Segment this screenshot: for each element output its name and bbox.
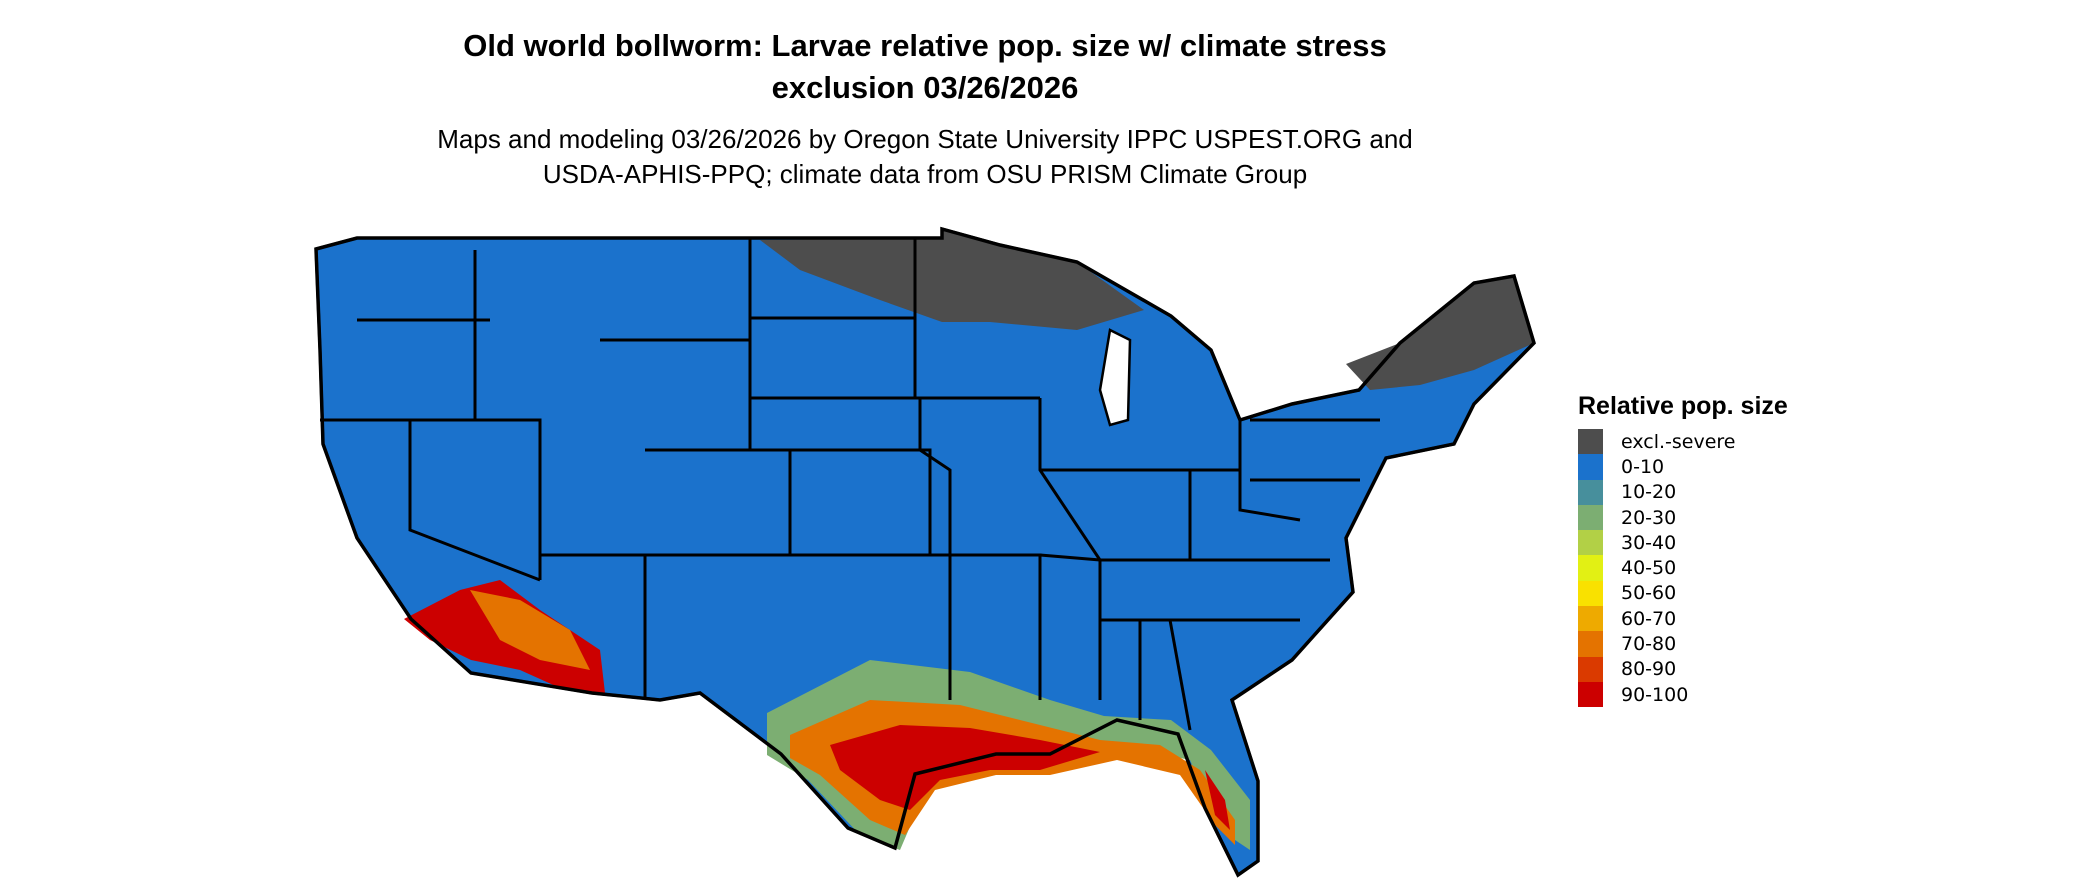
legend-label: 30-40 xyxy=(1621,531,1677,554)
legend-item: 80-90 xyxy=(1578,656,1788,682)
legend-item: 10-20 xyxy=(1578,479,1788,505)
us-outline-border xyxy=(314,226,1536,878)
suitability-gulf-red xyxy=(830,725,1230,830)
map-title-line2: exclusion 03/26/2026 xyxy=(771,70,1079,105)
lake-michigan xyxy=(1098,328,1132,427)
legend-item: 30-40 xyxy=(1578,530,1788,556)
map-title-line1: Old world bollworm: Larvae relative pop.… xyxy=(463,28,1387,63)
state-borders xyxy=(320,238,1380,731)
legend-swatch xyxy=(1578,530,1603,556)
legend-swatch xyxy=(1578,479,1603,505)
legend-swatch xyxy=(1578,504,1603,531)
legend-swatch xyxy=(1578,429,1603,455)
legend-swatch xyxy=(1578,656,1603,682)
legend-label: 50-60 xyxy=(1621,582,1677,605)
legend-item: 40-50 xyxy=(1578,555,1788,581)
legend-label: 0-10 xyxy=(1621,455,1665,478)
legend-swatch xyxy=(1578,606,1603,632)
map-subtitle-line1: Maps and modeling 03/26/2026 by Oregon S… xyxy=(437,124,1413,154)
legend-item: 90-100 xyxy=(1578,681,1788,708)
map-subtitle-line2: USDA-APHIS-PPQ; climate data from OSU PR… xyxy=(542,159,1308,189)
legend-label: 60-70 xyxy=(1621,607,1677,630)
legend-swatch xyxy=(1578,454,1603,480)
legend-item: excl.-severe xyxy=(1578,429,1788,455)
legend-label: 10-20 xyxy=(1621,481,1677,504)
legend-label: 70-80 xyxy=(1621,633,1677,656)
excluded-region-northeast xyxy=(1346,276,1534,390)
legend-label: 80-90 xyxy=(1621,658,1677,681)
legend-label: 40-50 xyxy=(1621,557,1677,580)
legend-item: 70-80 xyxy=(1578,631,1788,657)
legend-swatch xyxy=(1578,555,1603,581)
suitability-southwest-orange xyxy=(470,590,590,670)
legend-item: 50-60 xyxy=(1578,580,1788,607)
legend-swatch xyxy=(1578,580,1603,607)
excluded-region-upper-midwest xyxy=(760,229,1144,330)
legend-label: excl.-severe xyxy=(1621,430,1736,453)
legend-item: 20-30 xyxy=(1578,504,1788,531)
legend-item: 60-70 xyxy=(1578,606,1788,632)
legend-swatch xyxy=(1578,631,1603,657)
legend-item: 0-10 xyxy=(1578,454,1788,480)
legend-swatch xyxy=(1578,681,1603,708)
legend: Relative pop. size excl.-severe 0-10 10-20… xyxy=(1578,392,1788,708)
legend-title: Relative pop. size xyxy=(1578,392,1788,420)
legend-label: 20-30 xyxy=(1621,506,1677,529)
legend-label: 90-100 xyxy=(1621,683,1689,706)
